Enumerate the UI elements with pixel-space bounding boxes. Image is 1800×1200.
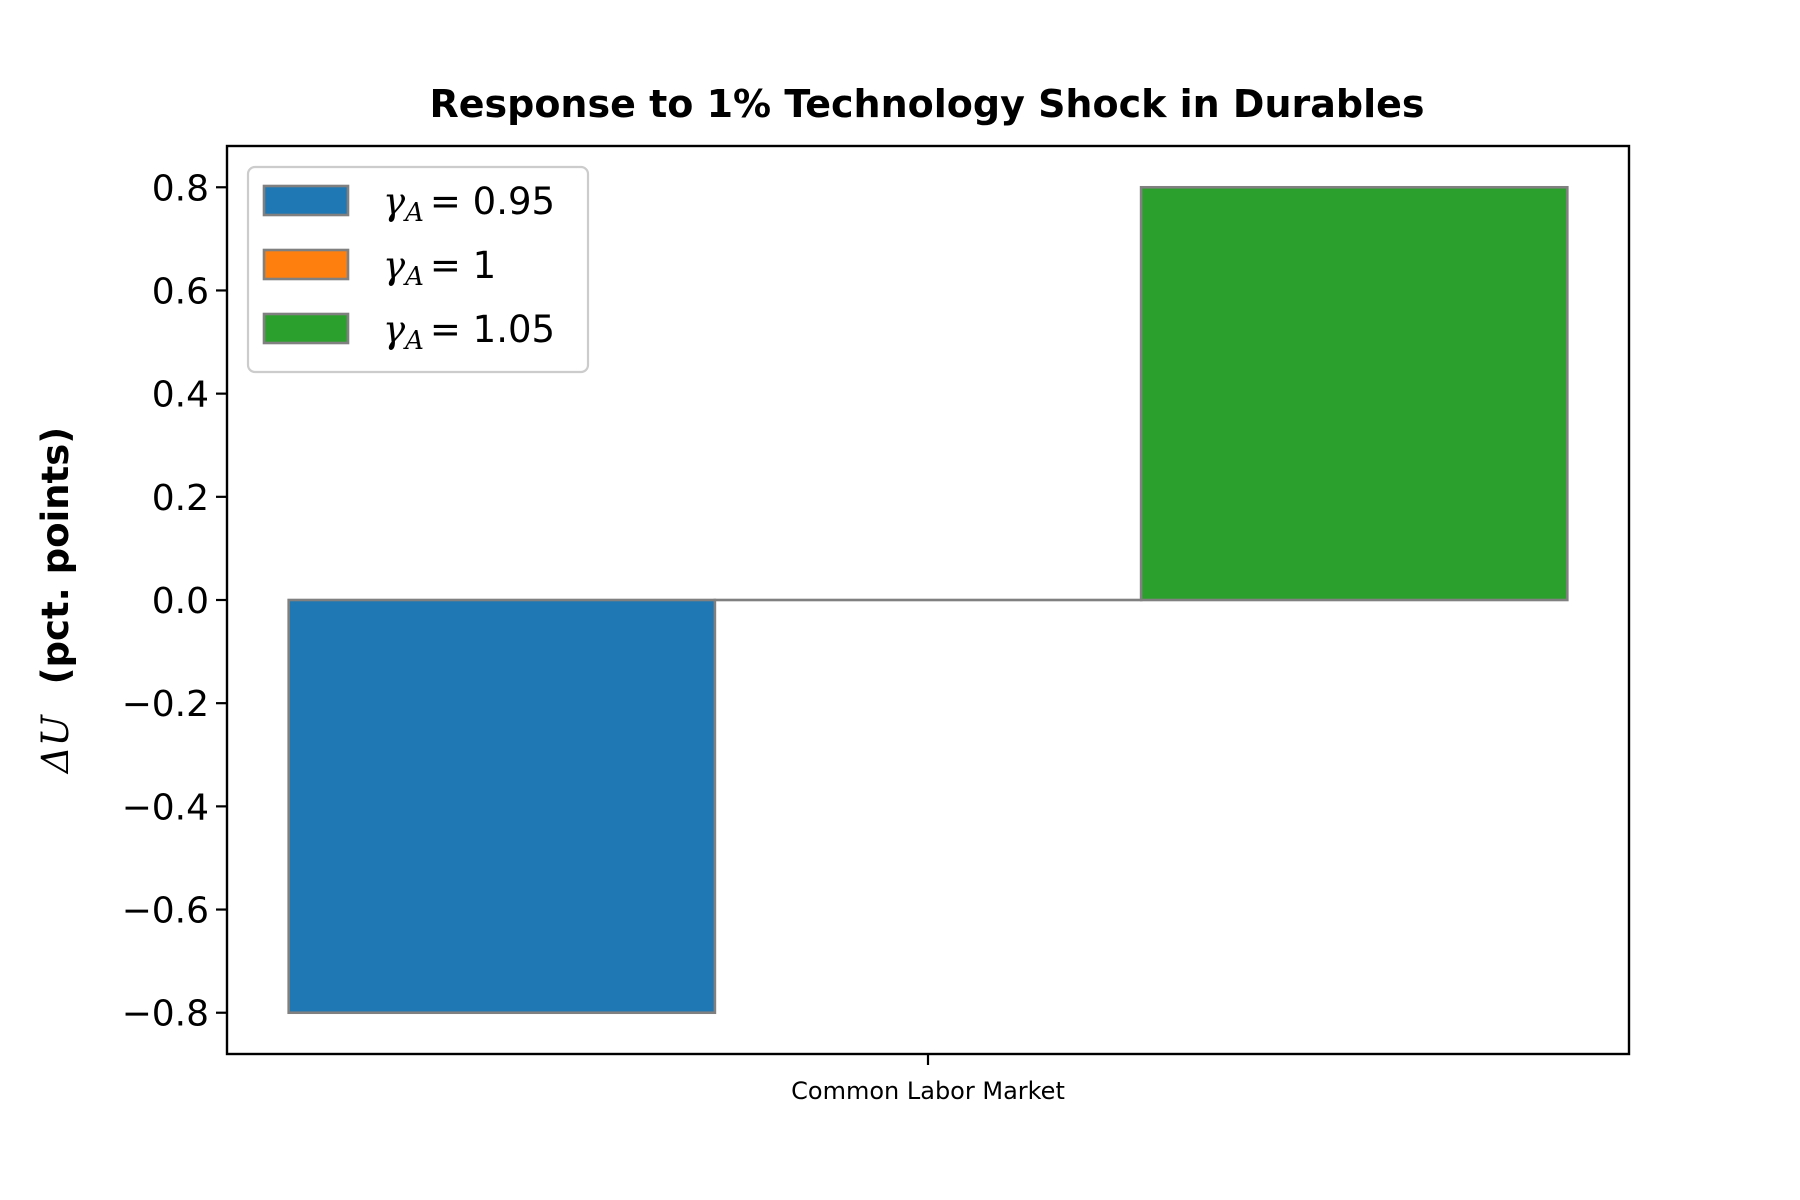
x-axis-ticks: Common Labor Market	[791, 1054, 1065, 1105]
legend-entry: γA = 0.95	[383, 180, 555, 228]
bar	[287, 598, 717, 1015]
legend-entry: γA = 1.05	[383, 308, 555, 356]
bar	[1139, 185, 1569, 602]
y-tick-label: 0.2	[152, 478, 209, 519]
legend-entry: γA = 1	[383, 244, 496, 292]
y-axis-ticks: −0.8 −0.6 −0.4 −0.2 0.0 0.2 0.4 0.6 0.8	[122, 168, 227, 1035]
legend-swatch	[262, 248, 350, 281]
legend-swatch	[262, 184, 350, 217]
x-tick-label: Common Labor Market	[791, 1077, 1065, 1105]
svg-text:ΔU (pct. points): ΔU (pct. points)	[34, 427, 77, 775]
bars-group	[287, 185, 1569, 1015]
y-tick-label: 0.4	[152, 375, 209, 416]
y-tick-label: −0.2	[122, 684, 209, 725]
y-axis-label-symbol: ΔU	[34, 713, 77, 775]
plot-frame	[225, 144, 1631, 1056]
y-axis-label-text: (pct. points)	[34, 427, 77, 685]
y-tick-label: 0.8	[152, 168, 209, 209]
y-axis-label: ΔU (pct. points)	[34, 427, 77, 775]
legend-swatch	[262, 312, 350, 345]
y-tick-label: 0.0	[152, 581, 209, 622]
y-tick-label: −0.4	[122, 787, 209, 828]
y-tick-label: −0.8	[122, 994, 209, 1035]
y-tick-label: −0.6	[122, 891, 209, 932]
chart-title: Response to 1% Technology Shock in Durab…	[429, 82, 1424, 126]
y-tick-label: 0.6	[152, 271, 209, 312]
legend: γA = 0.95 γA = 1 γA = 1.05	[246, 165, 590, 374]
